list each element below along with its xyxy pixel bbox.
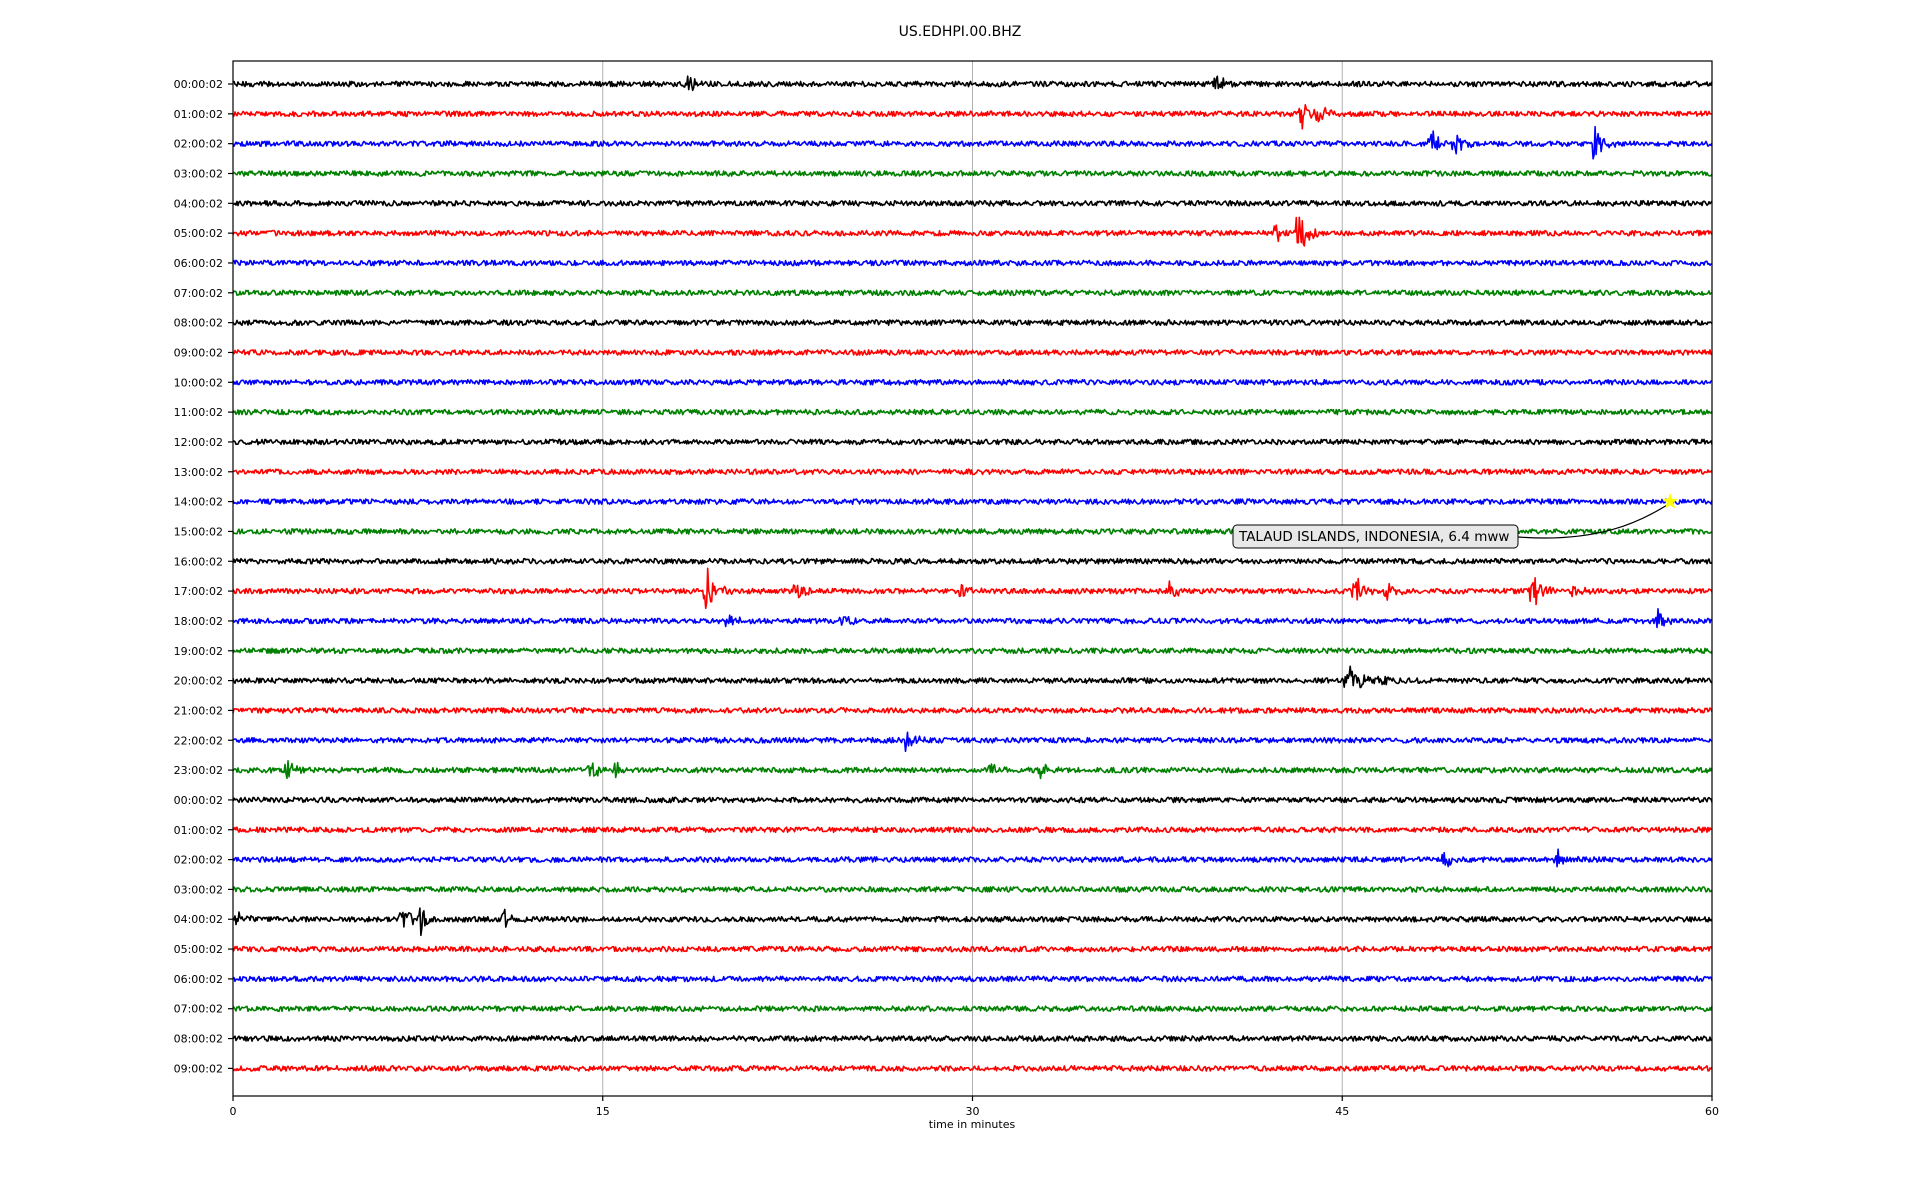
- trace-row-33: [232, 1065, 1713, 1072]
- trace-row-0: [233, 75, 1713, 92]
- trace-row-5: [232, 216, 1713, 247]
- row-label-4: 04:00:02: [174, 197, 223, 210]
- trace-row-31: [232, 1005, 1713, 1013]
- trace-row-21: [232, 707, 1713, 714]
- row-label-19: 19:00:02: [174, 645, 223, 658]
- trace-row-20: [232, 665, 1713, 689]
- trace-row-10: [232, 378, 1713, 386]
- row-label-32: 08:00:02: [174, 1033, 223, 1046]
- trace-row-6: [232, 259, 1712, 267]
- trace-row-13: [232, 468, 1713, 476]
- x-tick-label-0: 0: [230, 1105, 237, 1118]
- trace-row-11: [232, 408, 1713, 416]
- trace-row-32: [232, 1035, 1713, 1042]
- row-label-22: 22:00:02: [174, 734, 223, 747]
- row-labels: 00:00:02 01:00:02 02:00:02 03:00:02 04:00:02…: [174, 78, 233, 1075]
- trace-row-25: [232, 826, 1713, 834]
- trace-row-23: [232, 760, 1713, 780]
- x-tick-label-1: 15: [596, 1105, 610, 1118]
- trace-row-9: [232, 349, 1713, 356]
- trace-row-1: [232, 104, 1713, 130]
- row-label-8: 08:00:02: [174, 317, 223, 330]
- grid: [602, 61, 1343, 1096]
- row-label-6: 06:00:02: [174, 257, 223, 270]
- row-label-30: 06:00:02: [174, 973, 223, 986]
- row-label-12: 12:00:02: [174, 436, 223, 449]
- row-label-24: 00:00:02: [174, 794, 223, 807]
- row-label-1: 01:00:02: [174, 108, 223, 121]
- x-tick-label-2: 30: [966, 1105, 980, 1118]
- chart-title: US.EDHPI.00.BHZ: [899, 24, 1022, 40]
- x-tick-label-3: 45: [1335, 1105, 1349, 1118]
- row-label-25: 01:00:02: [174, 824, 223, 837]
- row-label-23: 23:00:02: [174, 764, 223, 777]
- trace-row-8: [232, 319, 1713, 326]
- trace-row-18: [232, 608, 1713, 629]
- x-axis-label: time in minutes: [929, 1118, 1016, 1131]
- annotation-box: [1232, 524, 1519, 549]
- trace-row-28: [232, 907, 1713, 937]
- row-label-13: 13:00:02: [174, 466, 223, 479]
- row-label-15: 15:00:02: [174, 525, 223, 538]
- x-axis-ticks: 0 15 30 45 60: [230, 1096, 1719, 1118]
- trace-row-16: [232, 557, 1713, 565]
- trace-row-29: [232, 945, 1713, 953]
- annotation-label: TALAUD ISLANDS, INDONESIA, 6.4 mww: [1238, 529, 1509, 545]
- trace-row-4: [232, 199, 1713, 207]
- trace-row-12: [232, 438, 1713, 446]
- trace-row-19: [232, 647, 1713, 655]
- trace-row-2: [232, 125, 1713, 160]
- row-label-11: 11:00:02: [174, 406, 223, 419]
- trace-row-24: [232, 796, 1713, 804]
- trace-row-17: [232, 567, 1713, 610]
- event-star-icon: [1661, 492, 1679, 509]
- row-label-31: 07:00:02: [174, 1003, 223, 1016]
- trace-row-14: [232, 498, 1713, 505]
- row-label-14: 14:00:02: [174, 496, 223, 509]
- trace-row-22: [232, 731, 1713, 753]
- row-label-29: 05:00:02: [174, 943, 223, 956]
- row-label-28: 04:00:02: [174, 913, 223, 926]
- row-label-2: 02:00:02: [174, 138, 223, 151]
- row-label-26: 02:00:02: [174, 854, 223, 867]
- trace-row-27: [232, 886, 1713, 893]
- row-label-21: 21:00:02: [174, 704, 223, 717]
- annotation-group: TALAUD ISLANDS, INDONESIA, 6.4 mww: [1232, 492, 1679, 549]
- row-label-9: 09:00:02: [174, 346, 223, 359]
- trace-row-26: [232, 848, 1713, 868]
- row-label-7: 07:00:02: [174, 287, 223, 300]
- trace-row-7: [232, 289, 1713, 297]
- row-label-5: 05:00:02: [174, 227, 223, 240]
- row-label-0: 00:00:02: [174, 78, 223, 91]
- annotation-connector: [1517, 505, 1667, 539]
- row-label-3: 03:00:02: [174, 167, 223, 180]
- row-label-16: 16:00:02: [174, 555, 223, 568]
- x-tick-label-4: 60: [1705, 1105, 1719, 1118]
- row-label-27: 03:00:02: [174, 883, 223, 896]
- trace-row-3: [232, 170, 1713, 177]
- row-label-10: 10:00:02: [174, 376, 223, 389]
- row-label-17: 17:00:02: [174, 585, 223, 598]
- trace-row-30: [232, 975, 1713, 983]
- row-label-18: 18:00:02: [174, 615, 223, 628]
- trace-group: [232, 75, 1713, 1072]
- row-label-20: 20:00:02: [174, 675, 223, 688]
- row-label-33: 09:00:02: [174, 1062, 223, 1075]
